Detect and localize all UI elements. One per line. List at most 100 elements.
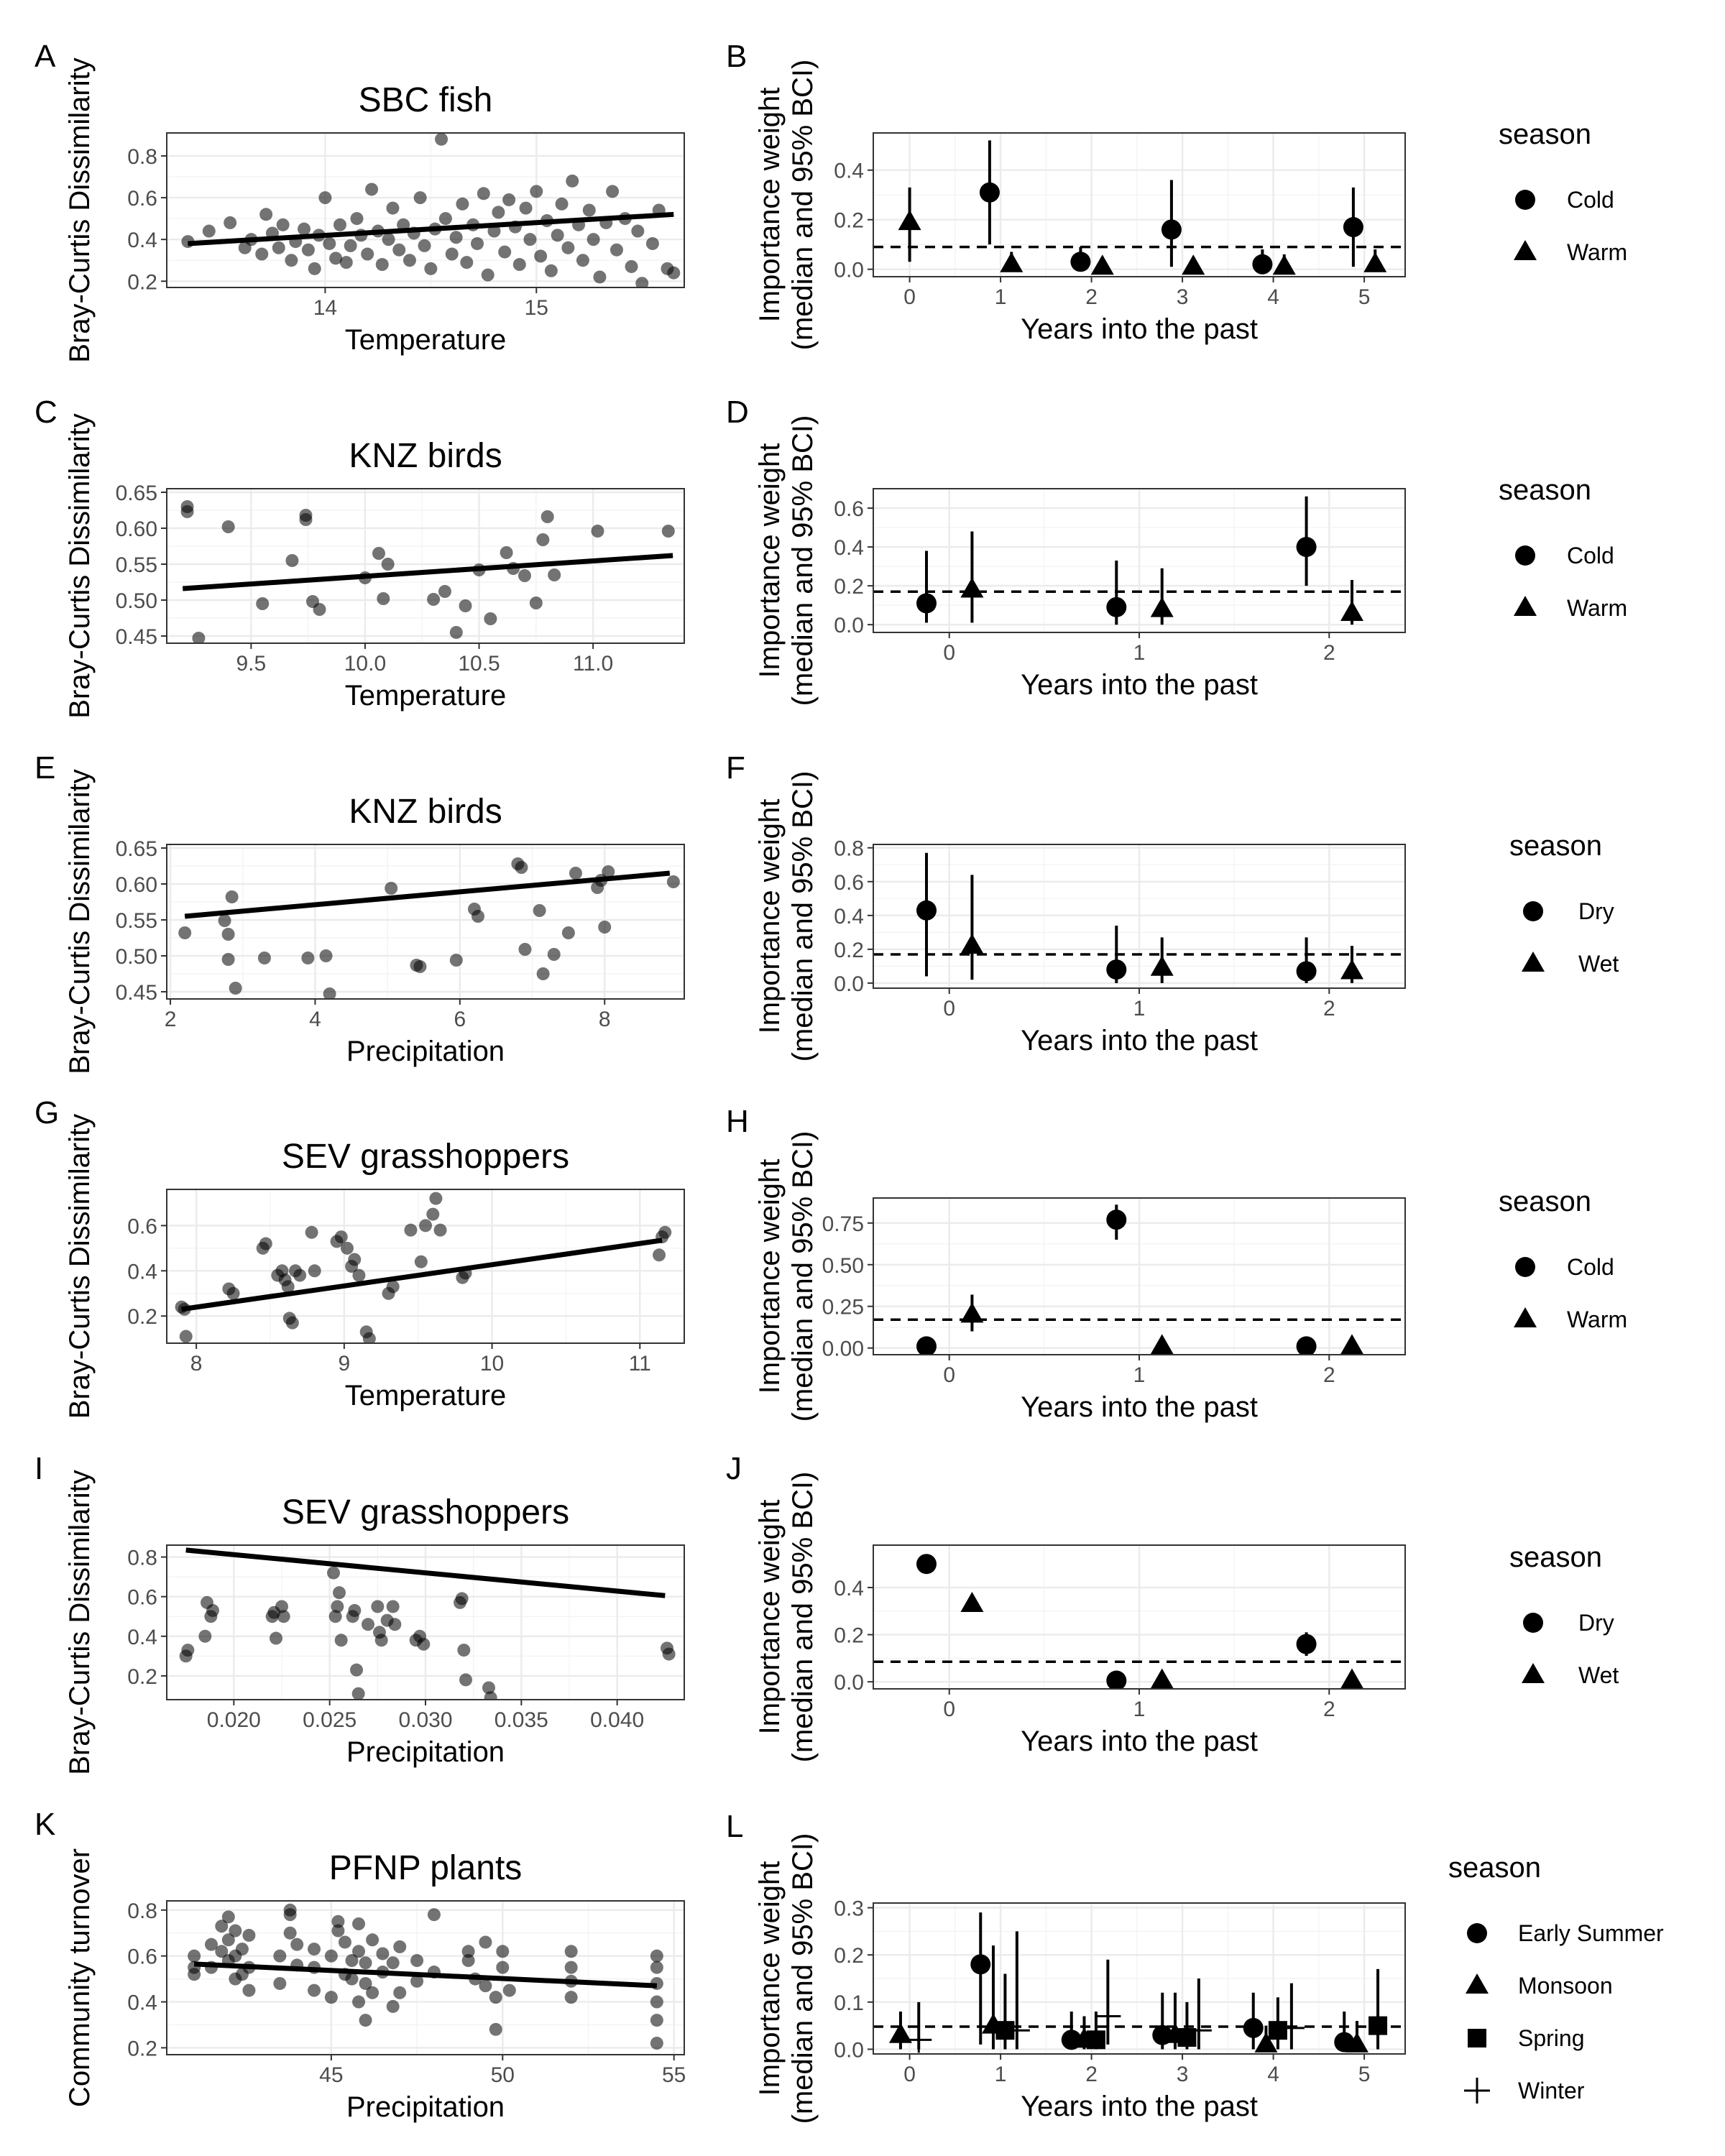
y-tick-label: 0.4 bbox=[127, 1626, 157, 1649]
x-tick-label: 45 bbox=[319, 2063, 343, 2087]
data-point bbox=[386, 1280, 400, 1294]
left-panel-E: 2 4 6 8 0.45 0.50 0.55 0.60 0.65 Precipitation KNZ… bbox=[34, 750, 685, 1074]
data-point bbox=[410, 1954, 424, 1968]
data-point bbox=[970, 1954, 991, 1975]
data-point bbox=[1182, 254, 1205, 275]
data-point bbox=[1345, 2032, 1368, 2053]
legend-label: Winter bbox=[1518, 2078, 1585, 2104]
data-point bbox=[666, 875, 680, 888]
plot-background bbox=[167, 1901, 684, 2055]
x-tick-label: 6 bbox=[454, 1008, 466, 1031]
y-tick-label: 0.50 bbox=[822, 1254, 864, 1278]
data-point bbox=[555, 197, 569, 211]
data-point bbox=[372, 547, 385, 560]
y-tick-label: 0.2 bbox=[127, 1665, 157, 1689]
x-tick-label: 4 bbox=[309, 1008, 321, 1031]
y-tick-label: 0.4 bbox=[127, 1260, 157, 1284]
legend-item: Monsoon bbox=[1466, 1973, 1613, 1999]
data-point bbox=[658, 1225, 672, 1239]
panel-label: A bbox=[34, 39, 56, 74]
panel-label: K bbox=[34, 1807, 55, 1842]
data-point bbox=[351, 1687, 365, 1700]
plot-background bbox=[167, 133, 684, 287]
y-axis-title: Bray-Curtis Dissimilarity bbox=[64, 57, 96, 362]
y-tick-label: 0.0 bbox=[834, 1671, 864, 1695]
data-point bbox=[564, 1991, 578, 2004]
data-point bbox=[218, 914, 231, 927]
data-point bbox=[221, 1910, 235, 1924]
data-point bbox=[334, 1634, 348, 1647]
data-point bbox=[1296, 1336, 1317, 1355]
plot-area bbox=[873, 1554, 1405, 1689]
minor-grid bbox=[873, 133, 1405, 277]
y-axis-title-line2: (median and 95% BCI) bbox=[787, 415, 819, 706]
plot-area bbox=[873, 1204, 1405, 1355]
data-point bbox=[960, 577, 984, 598]
data-point bbox=[534, 249, 548, 263]
legend-label: Dry bbox=[1578, 1610, 1614, 1636]
data-point bbox=[496, 1961, 510, 1974]
regression-line bbox=[181, 1238, 663, 1312]
legend-key bbox=[1515, 190, 1535, 210]
data-point bbox=[445, 247, 459, 261]
data-point bbox=[500, 546, 513, 559]
x-tick-label: 10.0 bbox=[344, 652, 386, 676]
data-point bbox=[374, 1634, 388, 1647]
data-point bbox=[1296, 1634, 1317, 1654]
data-point bbox=[272, 241, 285, 254]
legend-label: Cold bbox=[1567, 543, 1614, 568]
legend-key bbox=[1468, 2029, 1486, 2047]
x-tick-label: 3 bbox=[1177, 285, 1189, 309]
x-axis-title: Temperature bbox=[345, 680, 507, 711]
plot-background bbox=[873, 133, 1405, 277]
data-point bbox=[561, 926, 575, 939]
data-point bbox=[308, 1943, 321, 1956]
data-point bbox=[324, 1991, 338, 2004]
data-point bbox=[1296, 961, 1317, 982]
plot-area bbox=[873, 140, 1405, 275]
data-point bbox=[482, 1681, 495, 1695]
x-tick-label: 1 bbox=[1133, 997, 1146, 1021]
data-point bbox=[1254, 2032, 1278, 2053]
data-point bbox=[362, 1618, 374, 1631]
data-point bbox=[229, 982, 242, 995]
major-grid bbox=[873, 1198, 1405, 1355]
data-point bbox=[569, 867, 582, 880]
data-point bbox=[417, 1637, 431, 1651]
x-tick-label: 1 bbox=[1133, 1363, 1146, 1387]
data-point bbox=[308, 1264, 321, 1278]
data-point bbox=[898, 210, 921, 231]
legend-item: Warm bbox=[1514, 595, 1627, 621]
y-tick-label: 0.2 bbox=[127, 2037, 157, 2060]
legend-item: Early Summer bbox=[1467, 1920, 1664, 1946]
x-tick-label: 1 bbox=[995, 2063, 1007, 2086]
legend-key bbox=[1464, 2078, 1490, 2104]
legend-0: season Cold Warm bbox=[1499, 119, 1627, 265]
series-warm bbox=[960, 1294, 1363, 1355]
y-axis-title-line1: Importance weight bbox=[754, 88, 786, 323]
regression-line bbox=[185, 1547, 666, 1598]
data-point bbox=[352, 1268, 366, 1282]
panel-title: SBC fish bbox=[359, 81, 493, 119]
y-axis-title-line1: Importance weight bbox=[754, 1159, 786, 1394]
data-point bbox=[410, 1974, 424, 1988]
x-axis-title: Temperature bbox=[345, 324, 507, 356]
data-point bbox=[479, 1979, 492, 1993]
major-grid bbox=[167, 489, 684, 643]
legend-label: Wet bbox=[1578, 951, 1619, 977]
data-point bbox=[484, 1691, 497, 1700]
legend-item: Winter bbox=[1464, 2078, 1585, 2104]
data-point bbox=[650, 1995, 663, 2009]
y-tick-label: 0.0 bbox=[834, 972, 864, 996]
series-dry bbox=[916, 1554, 1317, 1689]
panel-label: E bbox=[34, 750, 55, 786]
data-point bbox=[566, 174, 579, 188]
legend-label: Monsoon bbox=[1518, 1973, 1613, 1999]
data-point bbox=[1003, 2017, 1030, 2044]
legend-label: Warm bbox=[1567, 239, 1627, 265]
y-tick-label: 0.00 bbox=[822, 1337, 864, 1361]
data-point bbox=[1106, 1210, 1127, 1230]
plot-area bbox=[179, 1547, 676, 1700]
plot-background bbox=[167, 489, 684, 643]
data-point bbox=[301, 243, 315, 257]
